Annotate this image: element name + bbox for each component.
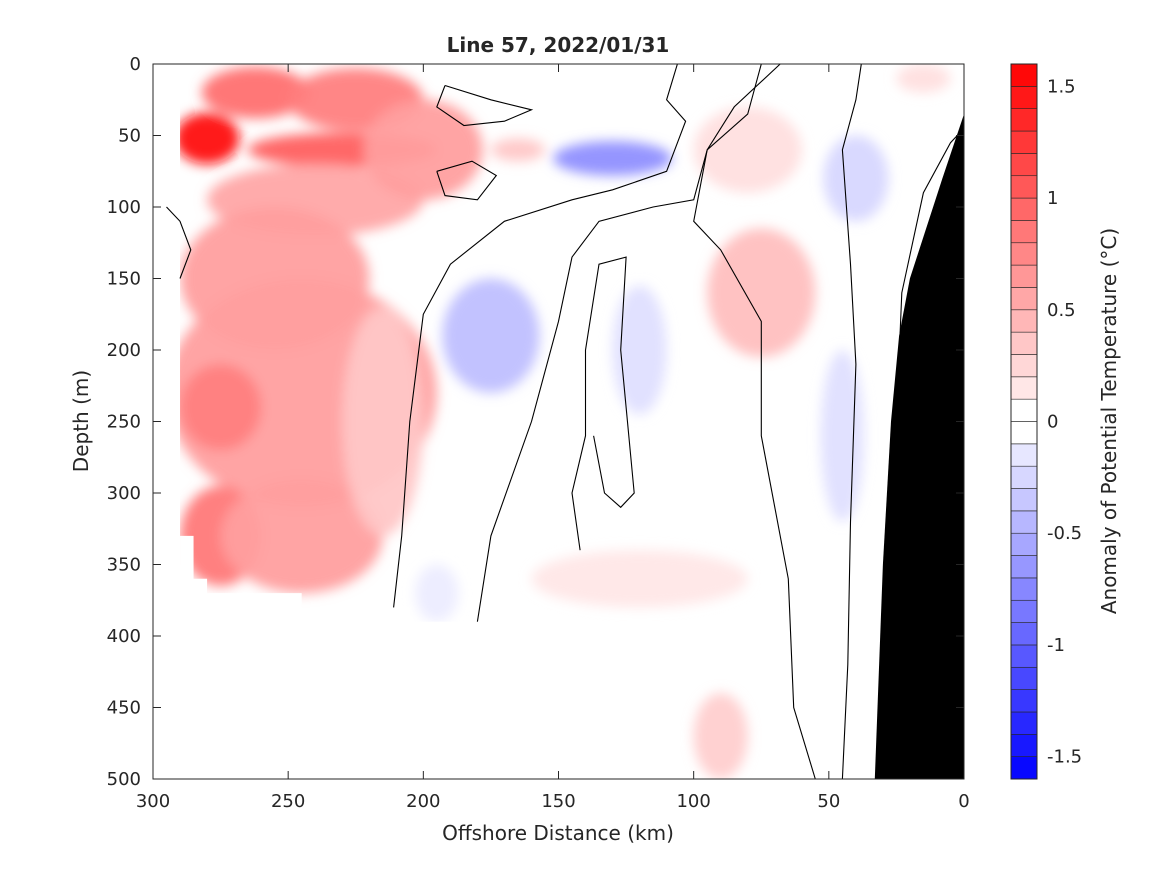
y-tick-label: 200 bbox=[107, 340, 141, 361]
y-tick-label: 50 bbox=[118, 126, 141, 147]
anomaly-blob bbox=[553, 141, 673, 176]
colorbar-level bbox=[1010, 287, 1038, 311]
colorbar-level bbox=[1010, 421, 1038, 445]
y-tick-label: 350 bbox=[107, 555, 141, 576]
colorbar-level bbox=[1010, 666, 1038, 690]
anomaly-blob bbox=[612, 285, 667, 415]
anomaly-blobs bbox=[166, 64, 951, 779]
chart-title: Line 57, 2022/01/31 bbox=[447, 33, 670, 57]
anomaly-blob bbox=[174, 112, 240, 165]
colorbar-level bbox=[1010, 465, 1038, 489]
x-tick-label: 200 bbox=[406, 791, 440, 812]
colorbar-level bbox=[1010, 86, 1038, 109]
zero-contour-line bbox=[841, 64, 862, 779]
x-axis: 300 250 200 150 100 50 0 bbox=[136, 64, 970, 812]
anomaly-blob bbox=[415, 564, 459, 622]
colorbar-level bbox=[1010, 197, 1038, 221]
seafloor bbox=[874, 114, 964, 779]
zero-contour-line bbox=[166, 206, 192, 279]
colorbar-level bbox=[1010, 331, 1038, 355]
colorbar-level bbox=[1010, 734, 1038, 757]
colorbar-level bbox=[1010, 398, 1038, 422]
x-axis-label: Offshore Distance (km) bbox=[442, 821, 674, 845]
anomaly-blob bbox=[442, 278, 540, 393]
anomaly-blob bbox=[490, 138, 545, 162]
anomaly-field bbox=[153, 64, 964, 779]
anomaly-blob bbox=[820, 350, 864, 522]
y-tick-label: 150 bbox=[107, 269, 141, 290]
anomaly-blob bbox=[707, 228, 816, 358]
y-tick-label: 250 bbox=[107, 412, 141, 433]
colorbar-level bbox=[1010, 555, 1038, 579]
colorbar-level bbox=[1010, 130, 1038, 154]
colorbar-level bbox=[1010, 532, 1038, 556]
colorbar-level bbox=[1010, 309, 1038, 333]
y-tick-label: 400 bbox=[107, 626, 141, 647]
zero-contour-line bbox=[436, 160, 498, 201]
y-axis-label: Depth (m) bbox=[69, 370, 93, 472]
bathymetry bbox=[874, 114, 964, 779]
colorbar-level bbox=[1010, 264, 1038, 288]
anomaly-blob bbox=[363, 99, 483, 200]
colorbar-level bbox=[1010, 153, 1038, 177]
colorbar-level bbox=[1010, 108, 1038, 132]
zero-contour-line bbox=[436, 84, 534, 127]
colorbar-level bbox=[1010, 242, 1038, 266]
x-tick-label: 100 bbox=[676, 791, 710, 812]
anomaly-blob bbox=[693, 693, 748, 779]
colorbar-level bbox=[1010, 689, 1038, 713]
colorbar-level bbox=[1010, 443, 1038, 467]
anomaly-blob bbox=[531, 550, 748, 608]
colorbar-tick-label: -1.5 bbox=[1047, 747, 1082, 768]
colorbar-tick-label: 0.5 bbox=[1047, 300, 1076, 321]
colorbar-level bbox=[1010, 376, 1038, 400]
colorbar-level bbox=[1010, 354, 1038, 378]
anomaly-blob bbox=[896, 64, 951, 93]
y-tick-label: 450 bbox=[107, 698, 141, 719]
zero-contour-line bbox=[693, 64, 816, 779]
colorbar-level bbox=[1010, 220, 1038, 244]
zero-contour-line bbox=[393, 64, 687, 608]
y-tick-label: 300 bbox=[107, 483, 141, 504]
colorbar-tick-label: 0 bbox=[1047, 412, 1058, 433]
x-tick-label: 300 bbox=[136, 791, 170, 812]
colorbar-tick-label: 1.5 bbox=[1047, 76, 1076, 97]
colorbar-level bbox=[1010, 488, 1038, 512]
colorbar-frame bbox=[1010, 63, 1038, 780]
x-tick-label: 0 bbox=[958, 791, 969, 812]
anomaly-blob bbox=[180, 364, 262, 451]
colorbar-label: Anomaly of Potential Temperature (°C) bbox=[1097, 228, 1121, 614]
zero-contour-line bbox=[476, 64, 762, 622]
x-tick-label: 50 bbox=[817, 791, 840, 812]
colorbar-level bbox=[1010, 756, 1038, 780]
plot-area bbox=[153, 64, 964, 779]
colorbar-tick-label: 1 bbox=[1047, 188, 1058, 209]
y-axis: 0 50 100 150 200 250 300 350 400 450 500 bbox=[107, 54, 964, 790]
colorbar-level bbox=[1010, 622, 1038, 646]
zero-contour-line bbox=[571, 256, 635, 551]
y-tick-label: 500 bbox=[107, 769, 141, 790]
colorbar-level bbox=[1010, 510, 1038, 534]
colorbar: 1.5 1 0.5 0 -0.5 -1 -1.5 bbox=[1010, 63, 1082, 780]
x-tick-label: 250 bbox=[271, 791, 305, 812]
anomaly-blob bbox=[823, 135, 889, 222]
colorbar-level bbox=[1010, 711, 1038, 735]
colorbar-level bbox=[1010, 175, 1038, 199]
colorbar-tick-label: -1 bbox=[1047, 635, 1065, 656]
colorbar-level bbox=[1010, 577, 1038, 601]
anomaly-blob bbox=[201, 66, 310, 119]
anomaly-blob bbox=[342, 307, 424, 536]
anomaly-blob bbox=[693, 106, 802, 193]
colorbar-level bbox=[1010, 644, 1038, 668]
colorbar-level bbox=[1010, 63, 1038, 87]
y-tick-label: 0 bbox=[130, 54, 141, 75]
mask-below-data bbox=[180, 535, 875, 779]
y-tick-label: 100 bbox=[107, 197, 141, 218]
anomaly-blob bbox=[220, 478, 383, 594]
x-tick-label: 150 bbox=[541, 791, 575, 812]
colorbar-level bbox=[1010, 599, 1038, 623]
colorbar-tick-label: -0.5 bbox=[1047, 523, 1082, 544]
